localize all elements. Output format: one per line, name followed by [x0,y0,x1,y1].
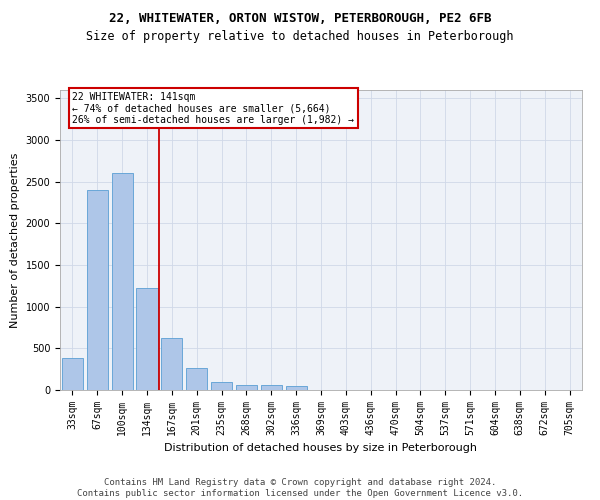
Text: 22, WHITEWATER, ORTON WISTOW, PETERBOROUGH, PE2 6FB: 22, WHITEWATER, ORTON WISTOW, PETERBOROU… [109,12,491,26]
Bar [186,368,207,390]
Bar [112,174,133,390]
Bar [236,384,257,390]
Text: 22 WHITEWATER: 141sqm
← 74% of detached houses are smaller (5,664)
26% of semi-d: 22 WHITEWATER: 141sqm ← 74% of detached … [73,92,355,125]
Bar [211,382,232,390]
Text: Size of property relative to detached houses in Peterborough: Size of property relative to detached ho… [86,30,514,43]
Bar [261,385,282,390]
Text: Contains HM Land Registry data © Crown copyright and database right 2024.
Contai: Contains HM Land Registry data © Crown c… [77,478,523,498]
Bar [136,288,158,390]
X-axis label: Distribution of detached houses by size in Peterborough: Distribution of detached houses by size … [164,444,478,454]
Bar [161,338,182,390]
Bar [62,358,83,390]
Y-axis label: Number of detached properties: Number of detached properties [10,152,20,328]
Bar [87,190,108,390]
Bar [286,386,307,390]
